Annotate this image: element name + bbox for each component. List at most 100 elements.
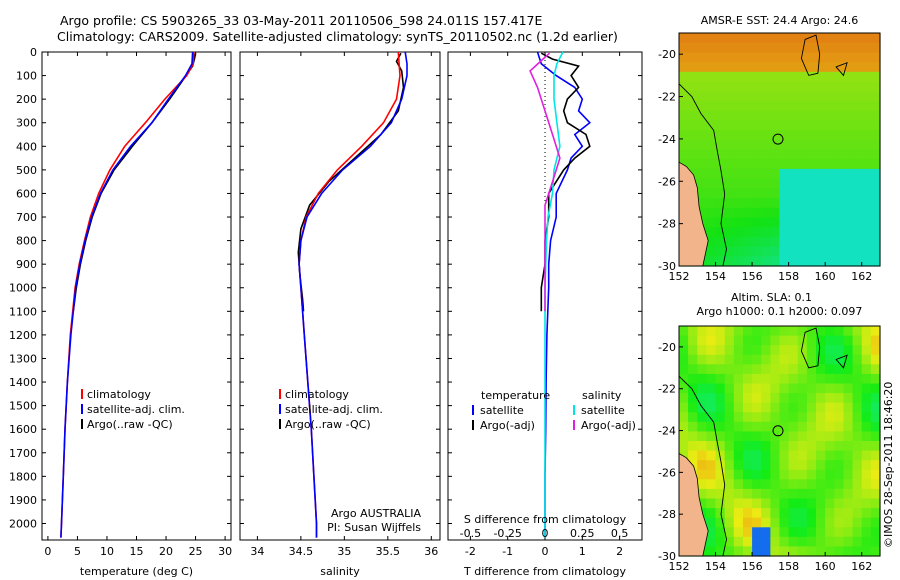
map-cell [743, 536, 753, 547]
map-cell [779, 354, 790, 365]
map-cell [706, 159, 717, 170]
map-cell [843, 168, 854, 180]
map-cell [834, 345, 844, 356]
map-cell [724, 460, 735, 471]
map-cell [679, 441, 689, 452]
map-cell [752, 236, 762, 248]
map-cell [715, 217, 726, 228]
map-cell [697, 335, 707, 346]
map-cell [733, 159, 744, 170]
salinity-profile-frame [239, 51, 441, 541]
map-cell [861, 168, 872, 180]
map-cell [806, 527, 817, 538]
map-cell [779, 33, 790, 44]
map-cell [743, 198, 753, 209]
map-cell [724, 81, 735, 92]
x-tick-label: 10 [100, 545, 114, 558]
map-cell [779, 236, 790, 248]
map-cell [861, 33, 872, 44]
map-cell [870, 71, 881, 83]
map-cell [852, 217, 863, 228]
map-cell [679, 120, 689, 131]
map-cell [825, 178, 835, 189]
map-cell [679, 110, 689, 121]
map-cell [743, 393, 753, 404]
map-cell [825, 431, 835, 442]
map-title: Altim. SLA: 0.1 [731, 291, 812, 304]
map-cell [843, 546, 854, 557]
map-cell [861, 178, 872, 189]
map-cell [743, 71, 753, 83]
map-cell [806, 149, 817, 160]
map-cell [797, 517, 808, 528]
map-cell [788, 227, 799, 238]
map-cell [715, 364, 726, 375]
map-cell [852, 412, 863, 423]
imos-timestamp: ©IMOS 28-Sep-2011 18:46:20 [882, 382, 895, 548]
map-cell [752, 488, 762, 500]
y-tick-label: 0 [30, 46, 37, 59]
map-cell [770, 198, 781, 209]
map-cell [752, 460, 762, 471]
map-cell [752, 402, 762, 413]
y-tick-label: 1300 [9, 352, 37, 365]
map-cell [806, 198, 817, 209]
map-cell [761, 217, 771, 228]
map-cell [843, 536, 854, 547]
map-cell [779, 246, 790, 257]
map-cell [806, 227, 817, 238]
map-cell [688, 431, 698, 442]
map-cell [779, 373, 790, 385]
map-cell [825, 546, 835, 557]
map-cell [806, 402, 817, 413]
y-tick-label: 800 [16, 235, 37, 248]
map-cell [724, 227, 735, 238]
map-cell [852, 246, 863, 257]
map-cell [788, 412, 799, 423]
map-cell [788, 62, 799, 73]
legend-label: climatology [285, 388, 349, 401]
map-cell [706, 236, 717, 248]
map-cell [843, 402, 854, 413]
map-cell [733, 198, 744, 209]
map-cell [834, 81, 844, 92]
map-cell [843, 110, 854, 121]
map-cell [770, 488, 781, 500]
map-cell [697, 62, 707, 73]
y-tick-label: 1400 [9, 376, 37, 389]
map-cell [825, 508, 835, 519]
map-cell [743, 227, 753, 238]
map-cell [679, 101, 689, 112]
map-cell [834, 159, 844, 170]
map-cell [779, 207, 790, 219]
map-cell [788, 256, 799, 267]
map-cell [770, 120, 781, 131]
map-cell [697, 479, 707, 490]
map-cell [797, 236, 808, 248]
map-cell [779, 536, 790, 547]
map-cell [761, 52, 771, 63]
map-cell [806, 383, 817, 394]
map-cell [797, 536, 808, 547]
map-cell [733, 256, 744, 267]
map-cell [788, 149, 799, 160]
map-cell [770, 412, 781, 423]
map-cell [724, 139, 735, 151]
map-cell [779, 81, 790, 92]
map-cell [861, 393, 872, 404]
map-cell [752, 536, 762, 547]
map-cell [806, 81, 817, 92]
reef-contour [835, 354, 848, 369]
map-cell [724, 469, 735, 480]
map-cell [770, 479, 781, 490]
map-cell [752, 441, 762, 452]
map-cell [843, 120, 854, 131]
map-cell [743, 81, 753, 92]
map-cell [697, 139, 707, 151]
map-cell [733, 130, 744, 141]
map-cell [870, 101, 881, 112]
map-cell [788, 101, 799, 112]
map-cell [843, 527, 854, 538]
map-cell [843, 345, 854, 356]
map-cell [724, 198, 735, 209]
